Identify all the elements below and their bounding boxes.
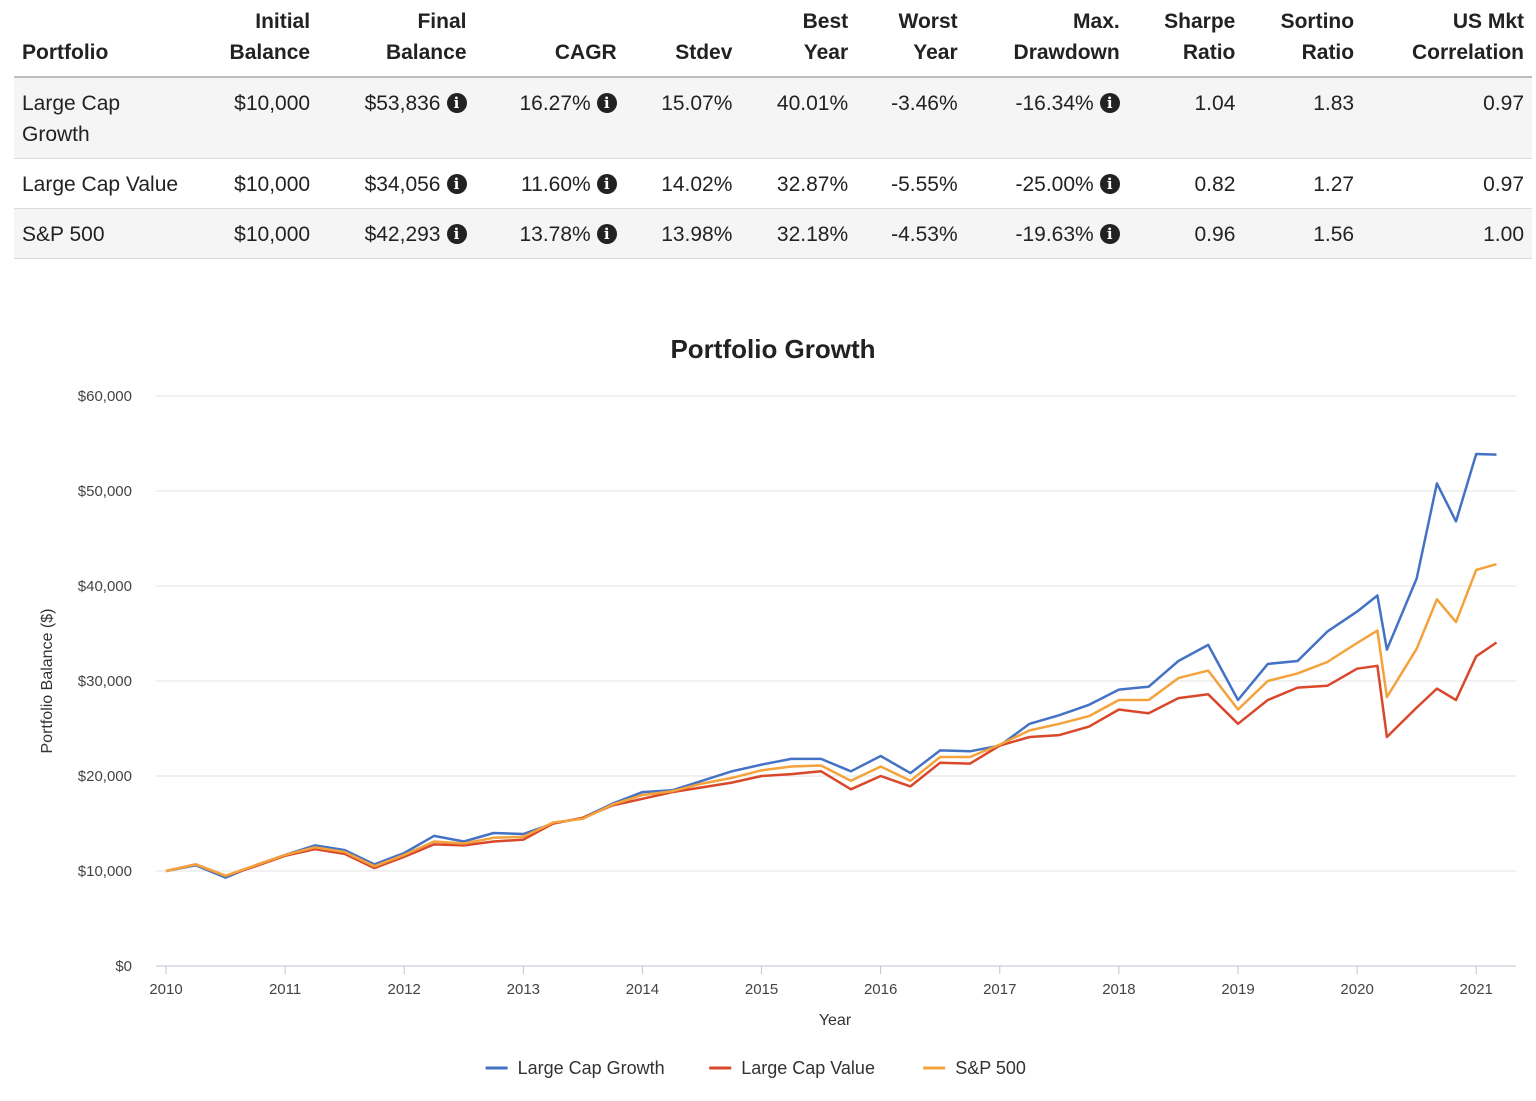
cell-cagr: 13.78% i	[475, 209, 625, 259]
cell-sharpe: 1.04	[1194, 92, 1236, 115]
cell-worst-year: -4.53%	[891, 223, 958, 246]
x-tick-label: 2017	[983, 981, 1016, 998]
x-tick-label: 2013	[507, 981, 540, 998]
portfolio-summary-table: Portfolio Initial Balance Final Balance CA…	[14, 0, 1532, 259]
cell-sortino: 1.27	[1313, 173, 1355, 196]
info-icon[interactable]: i	[596, 174, 617, 194]
cell-stdev: 14.02%	[661, 173, 733, 196]
legend-item-large-cap-growth[interactable]: Large Cap Growth	[518, 1058, 665, 1078]
header-initial-balance[interactable]: Initial Balance	[229, 10, 311, 64]
cell-final-balance: $53,836 i	[318, 77, 474, 159]
chart-legend: Large Cap Growth Large Cap Value S&P 500	[485, 1058, 1026, 1078]
x-tick-label: 2015	[745, 981, 778, 998]
cell-cagr: 16.27% i	[475, 77, 625, 159]
info-icon[interactable]: i	[446, 174, 467, 194]
x-tick-label: 2018	[1102, 981, 1135, 998]
info-icon[interactable]: i	[446, 93, 467, 113]
cell-final-balance: $42,293 i	[318, 209, 474, 259]
cell-sortino: 1.56	[1313, 223, 1355, 246]
x-tick-label: 2014	[626, 981, 659, 998]
cell-max-drawdown: -25.00% i	[966, 159, 1128, 209]
cell-sortino: 1.83	[1313, 92, 1355, 115]
info-icon[interactable]: i	[1099, 93, 1120, 113]
y-tick-label: $10,000	[78, 863, 132, 880]
series-line-large-cap-growth[interactable]	[165, 452, 1497, 879]
x-tick-label: 2021	[1460, 981, 1493, 998]
x-axis-label: Year	[819, 1012, 852, 1029]
chart-title: Portfolio Growth	[670, 334, 875, 364]
cell-stdev: 13.98%	[661, 223, 733, 246]
header-best-year[interactable]: Best Year	[802, 10, 849, 64]
table-row: Large Cap Growth $10,000 $53,836 i 16.27%…	[14, 77, 1532, 159]
header-portfolio[interactable]: Portfolio	[22, 41, 109, 64]
info-icon[interactable]: i	[1099, 174, 1120, 194]
cell-sharpe: 0.96	[1194, 223, 1236, 246]
table-row: S&P 500 $10,000 $42,293 i 13.78% i 13.98% …	[14, 208, 1532, 259]
x-tick-label: 2010	[149, 981, 182, 998]
cell-cagr: 11.60% i	[475, 159, 625, 209]
series-line-s-p-500[interactable]	[165, 562, 1497, 878]
cell-correlation: 1.00	[1483, 223, 1524, 246]
header-worst-year[interactable]: Worst Year	[898, 10, 958, 64]
cell-portfolio: Large Cap Value	[22, 173, 179, 196]
y-axis-ticks: $0 $10,000 $20,000 $30,000 $40,000 $50,000 $60…	[78, 388, 132, 975]
cell-best-year: 40.01%	[776, 92, 849, 115]
x-tick-label: 2020	[1340, 981, 1373, 998]
cell-sharpe: 0.82	[1194, 173, 1236, 196]
cell-portfolio: S&P 500	[22, 223, 105, 246]
x-axis-ticks: 2010 2011 2012 2013 2014 2015 2016 2017 2018 2019…	[149, 966, 1493, 998]
y-tick-label: $40,000	[78, 578, 132, 595]
x-tick-label: 2016	[864, 981, 897, 998]
cell-max-drawdown: -16.34% i	[966, 77, 1128, 159]
y-tick-label: $50,000	[78, 483, 132, 500]
cell-max-drawdown: -19.63% i	[966, 209, 1128, 259]
legend-item-s-p-500[interactable]: S&P 500	[955, 1058, 1026, 1078]
cell-portfolio: Large Cap Growth	[22, 92, 121, 146]
cell-worst-year: -3.46%	[891, 92, 958, 115]
x-tick-label: 2019	[1221, 981, 1254, 998]
cell-correlation: 0.97	[1483, 92, 1524, 115]
y-axis-label: Portfolio Balance ($)	[39, 609, 56, 754]
cell-best-year: 32.87%	[776, 173, 849, 196]
series-lines	[165, 452, 1498, 879]
portfolio-growth-chart: Portfolio Growth $0 $10,000 $20,000 $30,000…	[39, 334, 1516, 1078]
y-tick-label: $20,000	[78, 768, 132, 785]
header-sortino-ratio[interactable]: Sortino Ratio	[1280, 10, 1355, 64]
header-max-drawdown[interactable]: Max. Drawdown	[1013, 10, 1120, 64]
header-us-mkt-correlation[interactable]: US Mkt Correlation	[1411, 10, 1524, 64]
table-header-row: Portfolio Initial Balance Final Balance CA…	[14, 0, 1532, 77]
x-tick-label: 2012	[388, 981, 421, 998]
cell-correlation: 0.97	[1483, 173, 1524, 196]
y-tick-label: $60,000	[78, 388, 132, 405]
cell-final-balance: $34,056 i	[318, 159, 474, 209]
series-line-large-cap-value[interactable]	[165, 641, 1498, 878]
header-stdev[interactable]: Stdev	[675, 41, 733, 64]
legend-item-large-cap-value[interactable]: Large Cap Value	[741, 1058, 875, 1078]
x-tick-label: 2011	[269, 981, 301, 998]
info-icon[interactable]: i	[446, 224, 467, 244]
cell-stdev: 15.07%	[661, 92, 733, 115]
y-tick-label: $0	[115, 958, 132, 975]
cell-initial-balance: $10,000	[234, 173, 311, 196]
info-icon[interactable]: i	[596, 224, 617, 244]
cell-best-year: 32.18%	[776, 223, 849, 246]
header-sharpe-ratio[interactable]: Sharpe Ratio	[1164, 10, 1236, 64]
table-row: Large Cap Value $10,000 $34,056 i 11.60% i…	[14, 159, 1532, 209]
cell-worst-year: -5.55%	[891, 173, 958, 196]
y-tick-label: $30,000	[78, 673, 132, 690]
cell-initial-balance: $10,000	[234, 223, 311, 246]
header-final-balance[interactable]: Final Balance	[385, 10, 467, 64]
info-icon[interactable]: i	[596, 93, 617, 113]
header-cagr[interactable]: CAGR	[554, 41, 617, 64]
cell-initial-balance: $10,000	[234, 92, 311, 115]
info-icon[interactable]: i	[1099, 224, 1120, 244]
grid-lines	[156, 395, 1516, 967]
